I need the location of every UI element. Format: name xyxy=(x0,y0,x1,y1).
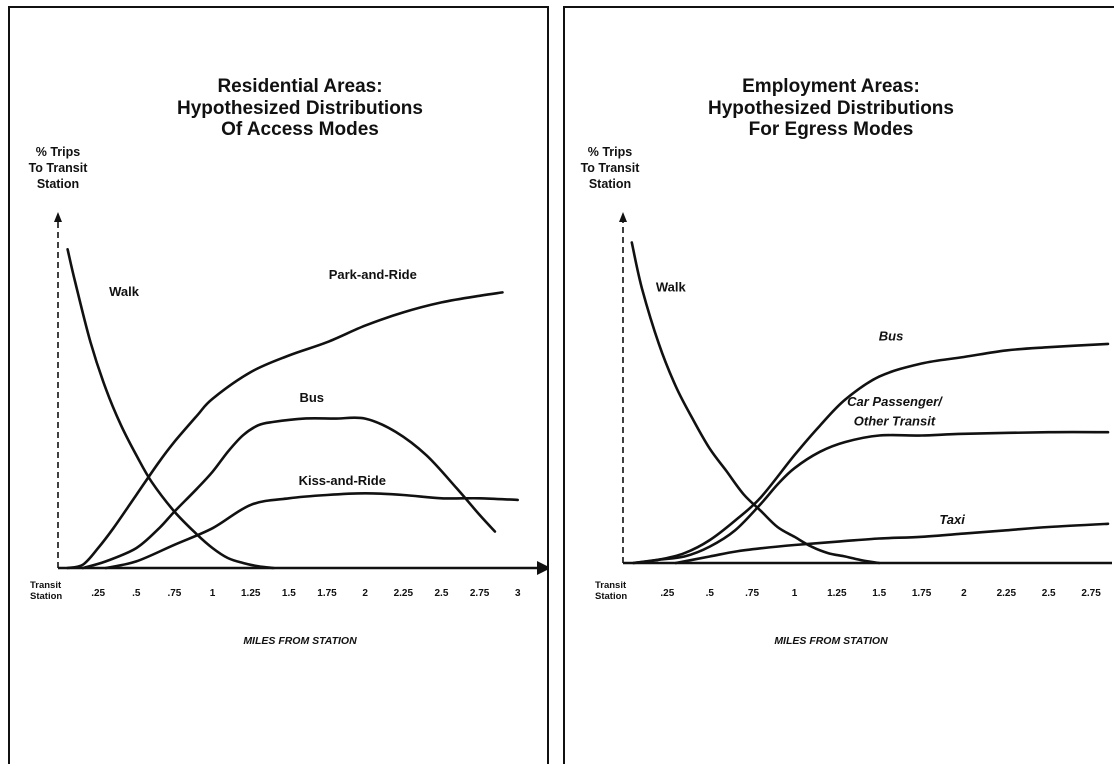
x-tick-label: .5 xyxy=(706,588,715,599)
origin-label-line: Station xyxy=(595,591,627,602)
chart-title-line: Hypothesized Distributions xyxy=(177,98,423,119)
x-tick-label: 1.75 xyxy=(912,588,932,599)
series-label: Park-and-Ride xyxy=(329,267,417,282)
x-axis-label: MILES FROM STATION xyxy=(243,635,357,647)
x-tick-label: 1.5 xyxy=(872,588,886,599)
series-label: Bus xyxy=(299,390,324,405)
y-axis-label-line: To Transit xyxy=(29,161,89,175)
chart-residential: Residential Areas:Hypothesized Distribut… xyxy=(29,76,547,647)
series-line-bus xyxy=(81,416,497,570)
x-tick-label: 2.75 xyxy=(470,588,490,599)
x-tick-label: 1.75 xyxy=(317,588,337,599)
series-line-car-passenger-other-transit xyxy=(632,430,1110,565)
x-axis-label: MILES FROM STATION xyxy=(774,635,888,647)
x-tick-label: 2.75 xyxy=(1081,588,1101,599)
series-line-bus xyxy=(632,342,1110,565)
x-tick-label: .75 xyxy=(745,588,759,599)
y-axis-arrow xyxy=(54,212,62,222)
x-tick-label: .75 xyxy=(167,588,181,599)
x-tick-label: 2.25 xyxy=(997,588,1017,599)
chart-title-line: Residential Areas: xyxy=(217,76,382,97)
series-label: Bus xyxy=(879,329,904,344)
series-line-walk xyxy=(66,248,275,570)
x-tick-label: .25 xyxy=(660,588,674,599)
y-axis-label-line: Station xyxy=(589,177,631,191)
origin-label-line: Station xyxy=(30,591,62,602)
chart-title-line: Employment Areas: xyxy=(742,76,920,97)
origin-label-line: Transit xyxy=(30,580,62,591)
x-axis-arrow xyxy=(537,561,547,575)
series-line-kiss-and-ride xyxy=(104,492,519,570)
origin-label-line: Transit xyxy=(595,580,627,591)
x-tick-label: 2 xyxy=(362,588,368,599)
chart-employment: Employment Areas:Hypothesized Distributi… xyxy=(581,76,1112,647)
x-tick-label: .5 xyxy=(132,588,141,599)
x-tick-label: 3 xyxy=(515,588,521,599)
chart-panel-employment: Employment Areas: Hypothesized Distributi… xyxy=(563,6,1114,764)
x-tick-label: 1.25 xyxy=(241,588,261,599)
series-label: Other Transit xyxy=(854,414,936,429)
y-axis-label-line: % Trips xyxy=(588,145,633,159)
y-axis-arrow xyxy=(619,212,627,222)
chart-title-line: Hypothesized Distributions xyxy=(708,98,954,119)
series-label: Walk xyxy=(656,280,687,295)
y-axis-label-line: Station xyxy=(37,177,79,191)
y-axis-label-line: To Transit xyxy=(581,161,641,175)
series-label: Kiss-and-Ride xyxy=(299,473,386,488)
series-label: Walk xyxy=(109,284,140,299)
chart-title-line: Of Access Modes xyxy=(221,119,379,140)
chart-title-line: For Egress Modes xyxy=(749,119,914,140)
series-line-park-and-ride xyxy=(66,291,504,570)
series-label: Taxi xyxy=(939,512,965,527)
x-tick-label: 2.5 xyxy=(434,588,448,599)
x-tick-label: 1.25 xyxy=(827,588,847,599)
x-tick-label: 2.25 xyxy=(394,588,414,599)
series-line-taxi xyxy=(674,522,1110,565)
y-axis-label-line: % Trips xyxy=(36,145,81,159)
x-tick-label: 1 xyxy=(210,588,216,599)
x-tick-label: 2 xyxy=(961,588,967,599)
chart-panel-residential: Residential Areas: Hypothesized Distribut… xyxy=(8,6,549,764)
x-tick-label: 1.5 xyxy=(282,588,296,599)
series-line-walk xyxy=(630,241,881,565)
x-tick-label: .25 xyxy=(91,588,105,599)
x-tick-label: 1 xyxy=(792,588,798,599)
x-tick-label: 2.5 xyxy=(1042,588,1056,599)
series-label: Car Passenger/ xyxy=(847,394,943,409)
